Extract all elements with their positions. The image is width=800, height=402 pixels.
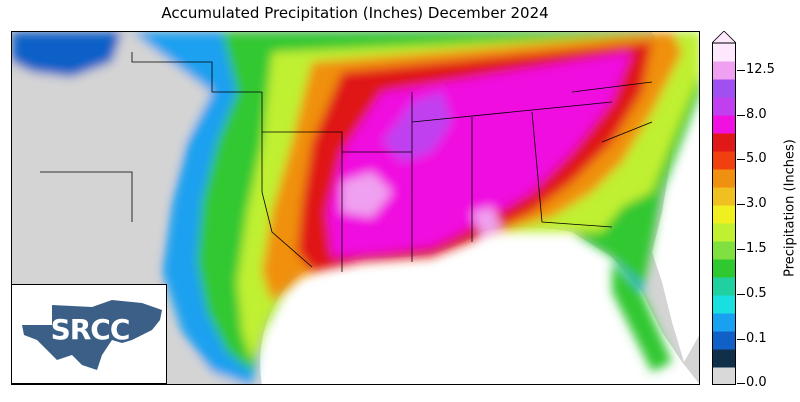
- tick-mark: [737, 339, 745, 340]
- colorbar-segment: [712, 205, 736, 224]
- colorbar-segment: [712, 169, 736, 188]
- colorbar-border: [712, 42, 736, 385]
- tick-label: 0.5: [746, 286, 767, 301]
- srcc-logo: SRCC: [11, 284, 167, 384]
- tick-label: 5.0: [746, 151, 767, 166]
- colorbar-extend-cap: [712, 31, 736, 44]
- gulf-of-mexico: [260, 227, 699, 384]
- colorbar-segment: [712, 43, 736, 62]
- tick-label: 8.0: [746, 107, 767, 122]
- srcc-logo-map: [22, 300, 162, 370]
- colorbar-segment: [712, 151, 736, 170]
- state-boundaries: [40, 52, 653, 272]
- tick-mark: [737, 70, 745, 71]
- tick-mark: [737, 383, 745, 384]
- tick-label: 0.0: [746, 375, 767, 390]
- colorbar-segment: [712, 79, 736, 98]
- tick-mark: [737, 115, 745, 116]
- colorbar-segment: [712, 187, 736, 206]
- colorbar-segment: [712, 259, 736, 278]
- tick-mark: [737, 204, 745, 205]
- colorbar: [712, 31, 736, 385]
- colorbar-label: Precipitation (Inches): [782, 139, 798, 277]
- colorbar-segment: [712, 241, 736, 260]
- colorbar-segment: [712, 313, 736, 332]
- colorbar-segment: [712, 61, 736, 80]
- tick-label: 1.5: [746, 241, 767, 256]
- tick-label: 12.5: [746, 62, 775, 77]
- colorbar-segment: [712, 277, 736, 296]
- tick-label: 0.1: [746, 331, 767, 346]
- map-title: Accumulated Precipitation (Inches) Decem…: [161, 4, 549, 22]
- colorbar-segment: [712, 349, 736, 368]
- tick-label: 3.0: [746, 196, 767, 211]
- colorbar-segment: [712, 331, 736, 350]
- colorbar-segment: [712, 295, 736, 314]
- tick-mark: [737, 294, 745, 295]
- precipitation-field: [12, 32, 699, 384]
- colorbar-segment: [712, 133, 736, 152]
- colorbar-segment: [712, 223, 736, 242]
- precipitation-map: [11, 31, 700, 385]
- colorbar-segment: [712, 115, 736, 134]
- colorbar-segment: [712, 97, 736, 116]
- srcc-logo-text: SRCC: [50, 313, 131, 346]
- tick-mark: [737, 249, 745, 250]
- tick-mark: [737, 159, 745, 160]
- colorbar-segment: [712, 367, 736, 385]
